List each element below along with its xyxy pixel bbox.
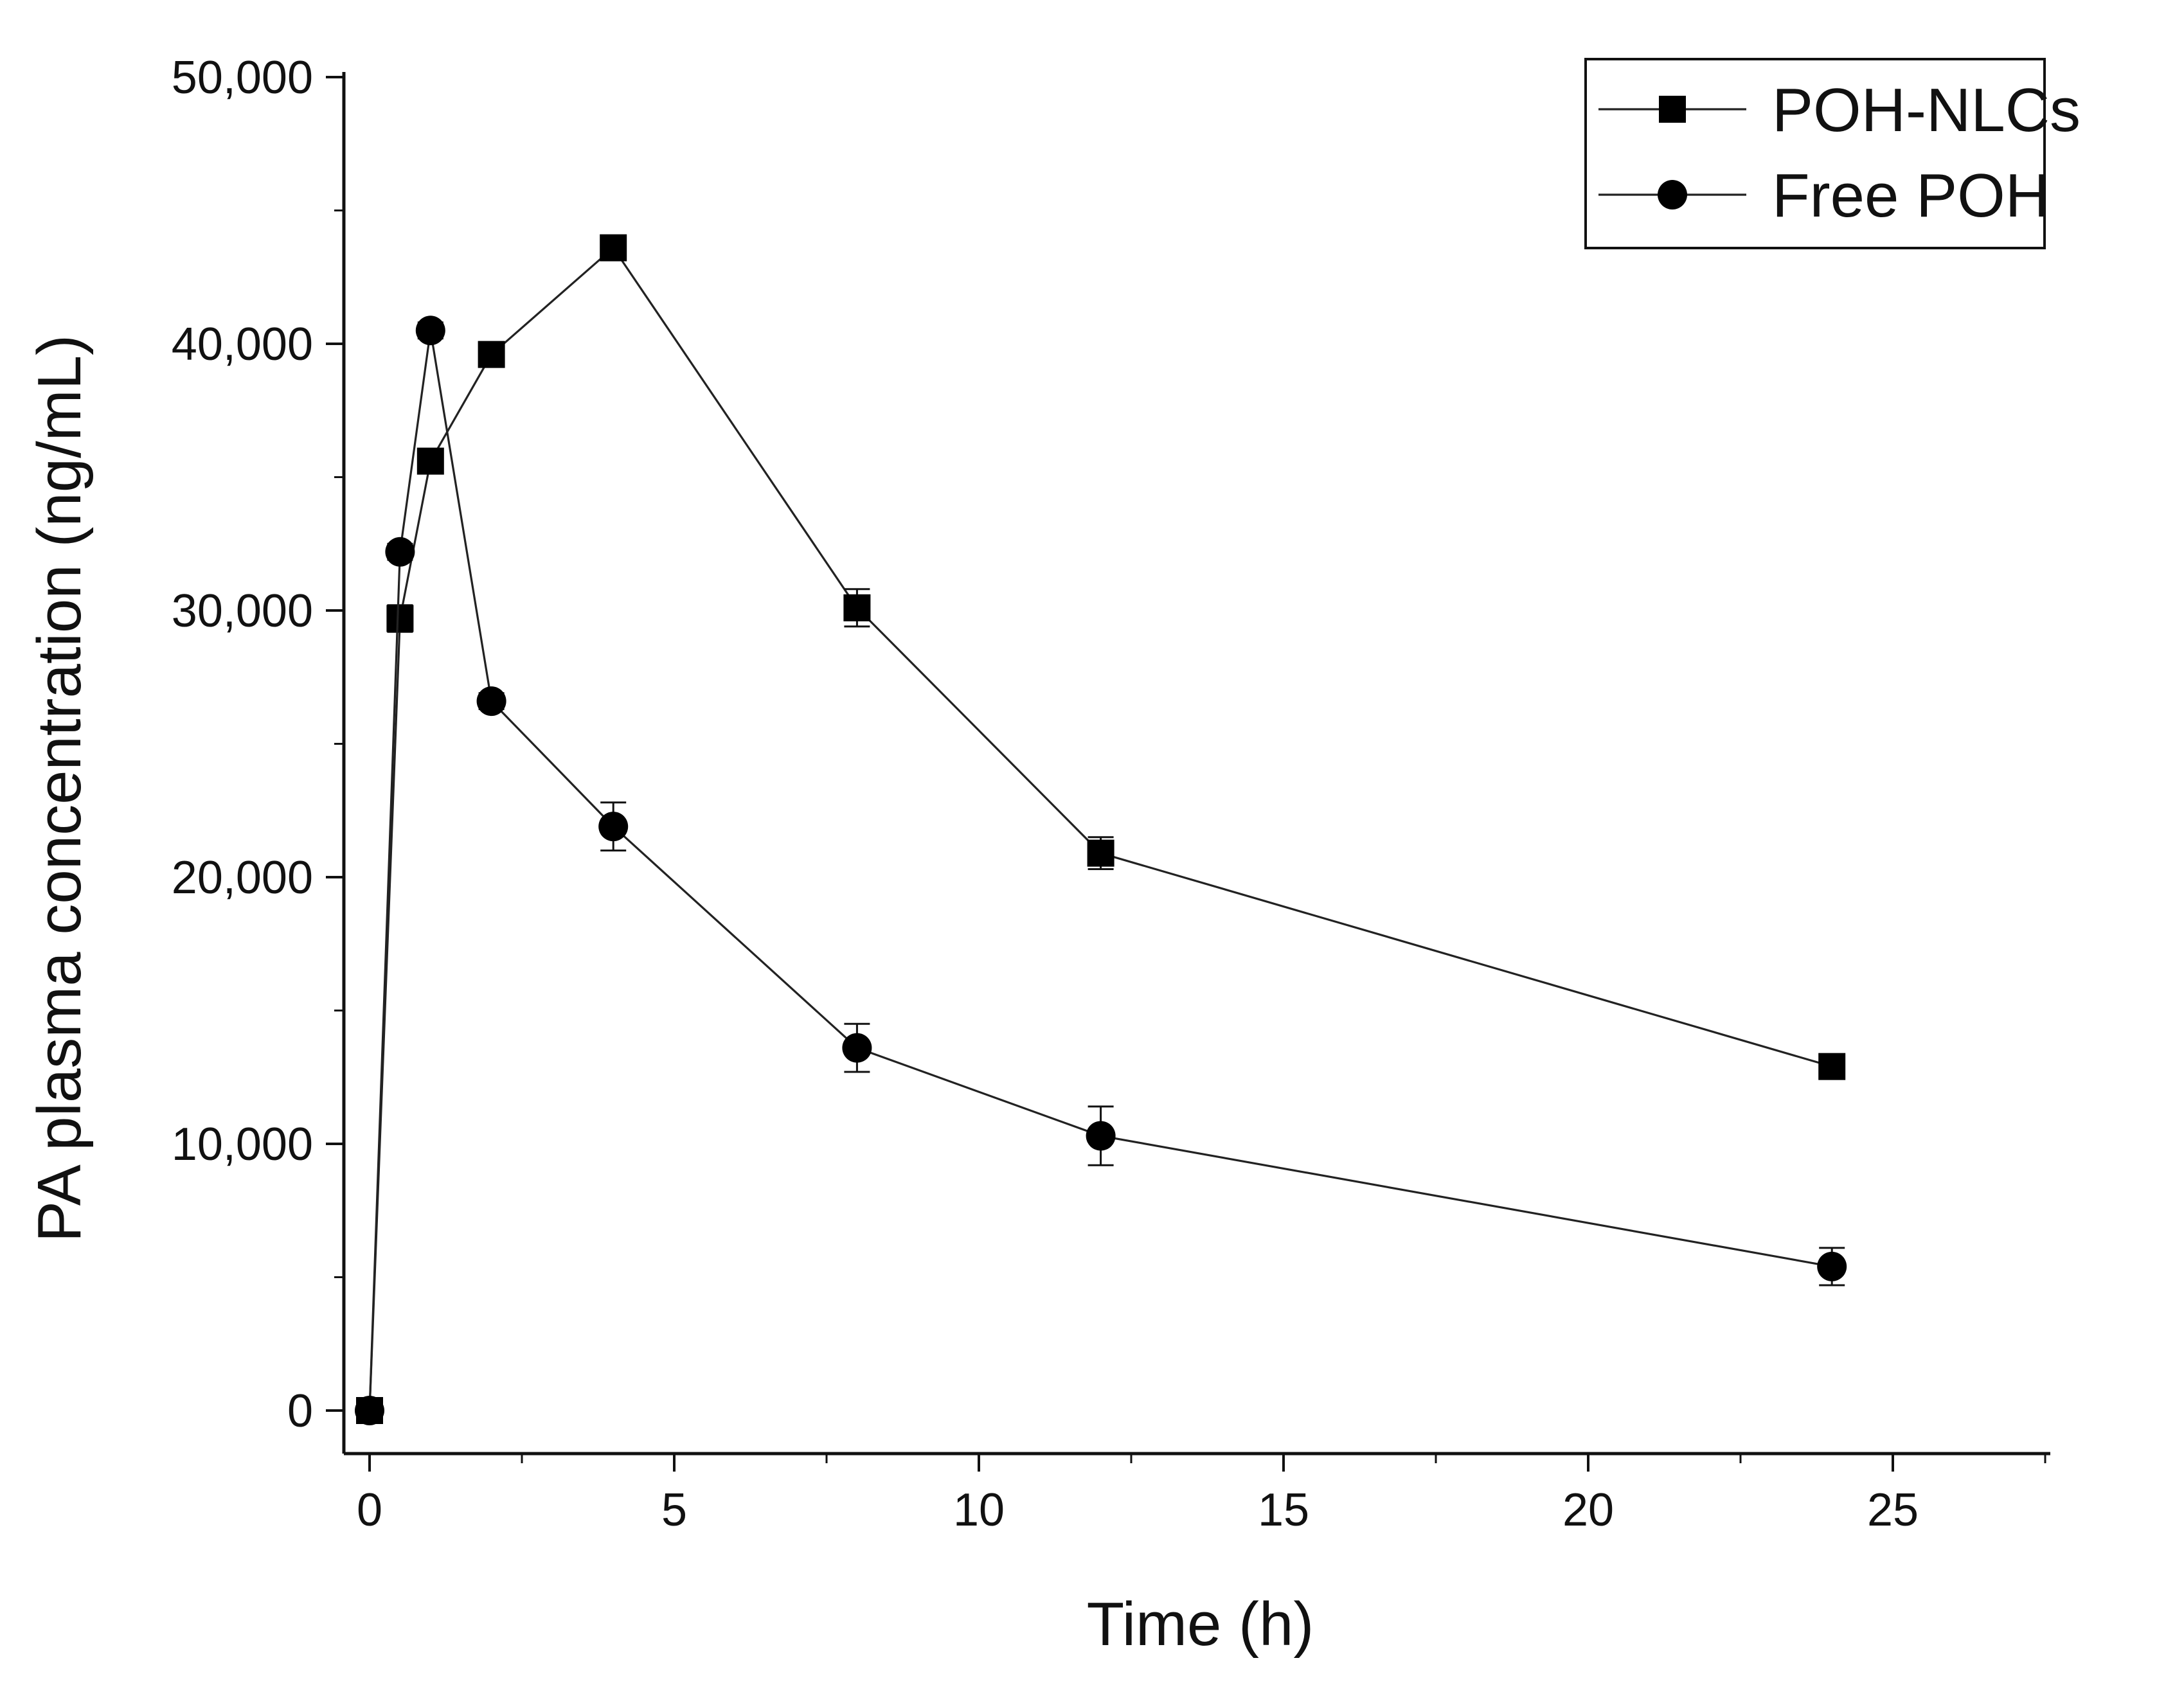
series-line [368, 246, 1832, 1411]
y-tick-label: 30,000 [172, 585, 313, 637]
y-axis-label: PA plasma concentration (ng/mL) [25, 335, 94, 1242]
x-tick-label: 5 [661, 1484, 687, 1536]
data-point [1086, 1121, 1116, 1151]
legend-box [1584, 58, 2046, 249]
data-point [385, 537, 415, 567]
data-point [478, 341, 505, 368]
x-tick-label: 25 [1867, 1484, 1919, 1536]
y-ticks: 0 10,000 20,000 30,000 40,000 50,000 [172, 52, 344, 1437]
y-tick-label: 50,000 [172, 52, 313, 103]
data-point [476, 686, 506, 717]
x-ticks: 0 5 10 15 20 25 [357, 1454, 2046, 1536]
data-point [600, 234, 627, 262]
legend-item: Free POH [1598, 161, 2050, 230]
series-layer [355, 234, 1847, 1425]
data-point [843, 594, 871, 621]
legend-label: POH-NLCs [1772, 76, 2081, 145]
series-poh-nlcs [356, 234, 1846, 1424]
legend: POH-NLCs Free POH [1584, 58, 2081, 249]
legend-marker [1658, 180, 1687, 209]
legend-marker [1659, 96, 1686, 123]
data-point [598, 812, 629, 842]
x-tick-label: 15 [1258, 1484, 1309, 1536]
legend-item: POH-NLCs [1598, 76, 2081, 145]
data-point [386, 605, 414, 632]
y-tick-label: 0 [287, 1385, 313, 1437]
y-tick-label: 10,000 [172, 1119, 313, 1170]
y-tick-label: 20,000 [172, 852, 313, 904]
y-tick-label: 40,000 [172, 319, 313, 370]
series-free-poh [355, 316, 1847, 1425]
data-point [1817, 1251, 1847, 1281]
data-point [416, 447, 444, 475]
x-tick-label: 0 [357, 1484, 382, 1536]
data-point [842, 1033, 872, 1063]
x-axis-label: Time (h) [1087, 1590, 1314, 1659]
data-point [355, 1396, 384, 1425]
x-tick-label: 10 [953, 1484, 1005, 1536]
data-point [1818, 1053, 1846, 1080]
x-tick-label: 20 [1562, 1484, 1614, 1536]
data-point [1087, 839, 1114, 867]
legend-label: Free POH [1772, 161, 2050, 230]
series-line [368, 330, 1832, 1411]
axes [342, 72, 2050, 1456]
data-point [415, 316, 445, 346]
